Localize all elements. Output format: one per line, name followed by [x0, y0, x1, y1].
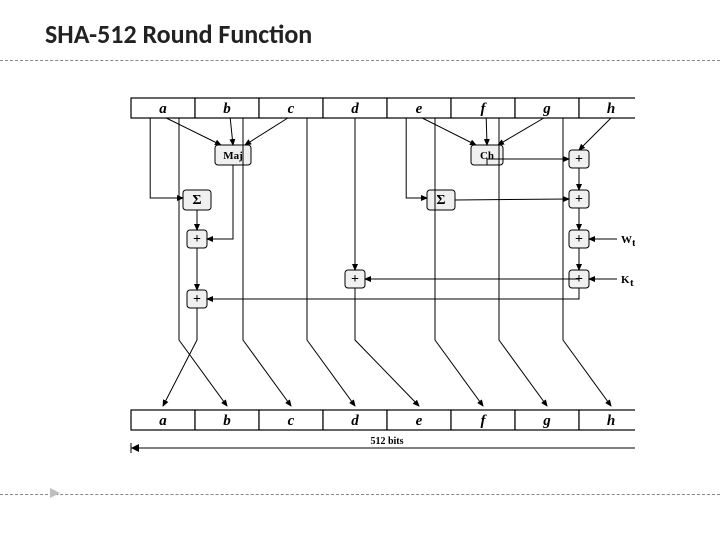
svg-text:h: h	[607, 413, 615, 429]
svg-text:e: e	[416, 413, 423, 429]
svg-text:K: K	[621, 274, 630, 286]
svg-text:Maj: Maj	[223, 150, 243, 162]
svg-text:d: d	[351, 413, 359, 429]
svg-text:Σ: Σ	[192, 193, 201, 208]
svg-text:a: a	[159, 413, 167, 429]
svg-text:h: h	[607, 101, 615, 117]
svg-text:e: e	[416, 101, 423, 117]
svg-text:b: b	[223, 101, 231, 117]
svg-text:c: c	[288, 101, 295, 117]
svg-text:+: +	[351, 272, 359, 287]
svg-text:W: W	[621, 234, 632, 246]
svg-text:d: d	[351, 101, 359, 117]
svg-text:Σ: Σ	[436, 193, 445, 208]
svg-text:g: g	[542, 413, 551, 429]
svg-text:+: +	[575, 192, 583, 207]
divider-top	[0, 60, 720, 61]
svg-text:+: +	[193, 292, 201, 307]
svg-text:t: t	[630, 277, 634, 289]
svg-text:512 bits: 512 bits	[370, 436, 403, 447]
divider-bottom	[0, 494, 720, 495]
page-title: SHA-512 Round Function	[45, 18, 312, 50]
svg-text:+: +	[575, 232, 583, 247]
svg-text:g: g	[542, 101, 551, 117]
sha512-diagram: aabbccddeeffgghhMajChΣΣ+++++++WtKt512 bi…	[95, 90, 635, 470]
svg-text:+: +	[575, 152, 583, 167]
svg-text:a: a	[159, 101, 167, 117]
svg-text:+: +	[193, 232, 201, 247]
svg-text:t: t	[632, 237, 635, 249]
svg-text:b: b	[223, 413, 231, 429]
svg-text:c: c	[288, 413, 295, 429]
bullet-icon	[48, 486, 62, 500]
